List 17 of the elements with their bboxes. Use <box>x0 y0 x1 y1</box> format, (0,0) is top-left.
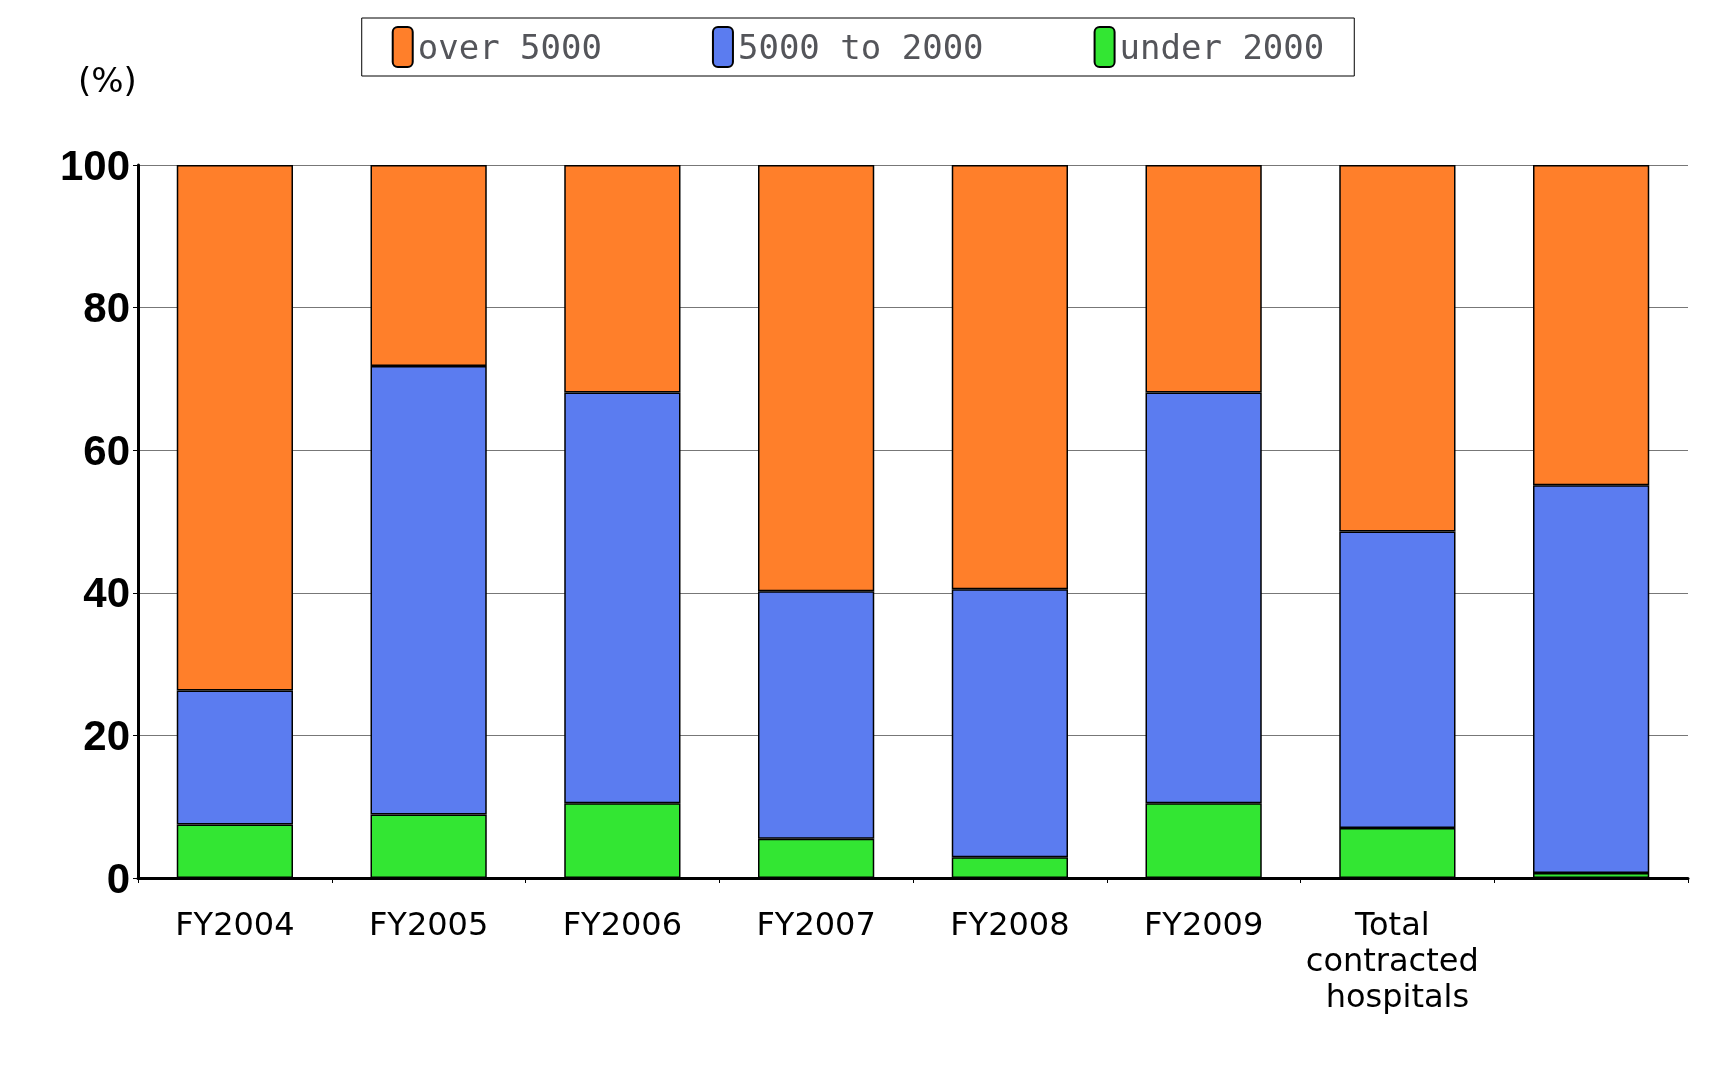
y-tick-label: 60 <box>83 426 130 474</box>
x-tick-label: FY2009 <box>1143 905 1264 943</box>
x-tick-label: FY2007 <box>756 905 876 943</box>
y-tick-label: 20 <box>83 711 130 759</box>
x-tick-label: FY2008 <box>950 905 1070 943</box>
y-tick-label: 40 <box>83 569 130 617</box>
x-tick-label: FY2004 <box>175 905 295 943</box>
legend-label: under 2000 <box>1119 27 1325 67</box>
x-tick-label: Total contracted hospitals <box>1305 905 1489 1015</box>
y-tick-label: 100 <box>59 141 130 189</box>
y-axis-title: (%) <box>78 60 137 100</box>
legend-label: 5000 to 2000 <box>737 27 984 67</box>
legend-label: over 5000 <box>417 27 602 67</box>
y-tick-label: 80 <box>83 284 130 332</box>
x-tick-label: FY2006 <box>562 905 683 943</box>
y-tick-label: 0 <box>106 854 130 902</box>
x-tick-label: FY2005 <box>368 905 489 943</box>
